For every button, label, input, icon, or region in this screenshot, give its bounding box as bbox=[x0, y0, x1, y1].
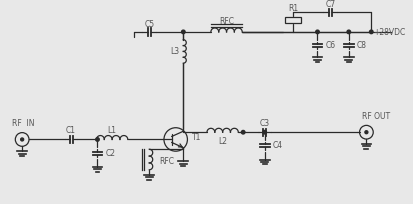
Bar bbox=[285, 17, 301, 23]
Text: +28VDC: +28VDC bbox=[373, 28, 405, 37]
Text: C5: C5 bbox=[144, 20, 154, 29]
Text: C6: C6 bbox=[325, 41, 335, 50]
Text: RF OUT: RF OUT bbox=[361, 112, 389, 121]
Text: C7: C7 bbox=[325, 0, 335, 9]
Text: C2: C2 bbox=[105, 149, 115, 158]
Circle shape bbox=[347, 30, 351, 34]
Text: RF  IN: RF IN bbox=[12, 119, 35, 128]
Circle shape bbox=[21, 138, 24, 141]
Circle shape bbox=[263, 131, 266, 134]
Text: L2: L2 bbox=[218, 136, 227, 145]
Text: C3: C3 bbox=[260, 119, 270, 128]
Text: R1: R1 bbox=[288, 4, 298, 13]
Circle shape bbox=[182, 30, 185, 34]
Text: L1: L1 bbox=[108, 126, 116, 135]
Circle shape bbox=[96, 138, 99, 141]
Text: T1: T1 bbox=[192, 133, 202, 142]
Text: C4: C4 bbox=[273, 141, 282, 150]
Text: C8: C8 bbox=[356, 41, 367, 50]
Text: C1: C1 bbox=[66, 126, 76, 135]
Circle shape bbox=[316, 30, 319, 34]
Circle shape bbox=[370, 30, 373, 34]
Text: L3: L3 bbox=[170, 47, 179, 56]
Text: RFC: RFC bbox=[159, 157, 174, 166]
Text: RFC: RFC bbox=[219, 17, 234, 26]
Circle shape bbox=[242, 131, 245, 134]
Circle shape bbox=[365, 131, 368, 134]
